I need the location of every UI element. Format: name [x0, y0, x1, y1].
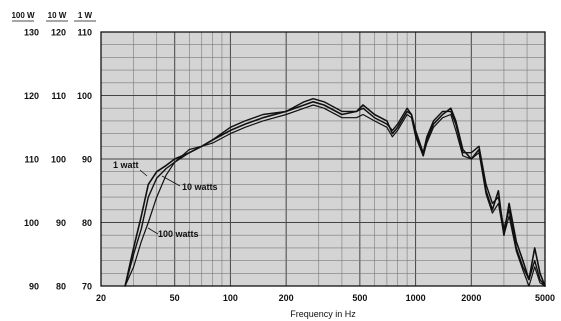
- x-tick-label: 200: [279, 293, 294, 303]
- y-tick-label: 70: [82, 282, 92, 292]
- y-tick-label: 80: [56, 282, 66, 292]
- y-tick-label: 90: [82, 155, 92, 165]
- grid: [101, 32, 545, 286]
- series-group: [124, 97, 546, 287]
- y-tick-label: 110: [51, 91, 66, 101]
- x-tick-label: 2000: [461, 293, 481, 303]
- y-tick-label: 80: [82, 218, 92, 228]
- annotation-leader-10-watts: [161, 175, 181, 187]
- y-axis-header: 1 W: [78, 11, 93, 20]
- plot-frame: [100, 31, 546, 287]
- series-line-100-watts: [124, 104, 546, 287]
- y-tick-label: 120: [24, 91, 39, 101]
- x-tick-label: 1000: [406, 293, 426, 303]
- y-tick-label: 100: [51, 155, 66, 165]
- y-tick-label: 100: [77, 91, 92, 101]
- y-tick-label: 90: [29, 282, 39, 292]
- series-line-10-watts: [124, 97, 546, 287]
- y-axis-header: 100 W: [11, 11, 35, 20]
- y-tick-label: 130: [24, 28, 39, 38]
- y-tick-label: 110: [24, 155, 39, 165]
- x-axis-label: Frequency in Hz: [290, 309, 356, 319]
- y-axis-header: 10 W: [48, 11, 67, 20]
- x-tick-label: 500: [352, 293, 367, 303]
- y-tick-label: 90: [56, 218, 66, 228]
- y-tick-label: 110: [77, 28, 92, 38]
- annotation-leader-100-watts: [147, 227, 159, 235]
- x-tick-label: 100: [223, 293, 238, 303]
- x-axis-ticks: 20 50 100 200 500 1000 2000 5000: [96, 293, 555, 303]
- annotation-leader-1-watt: [139, 169, 148, 177]
- x-tick-label: 20: [96, 293, 106, 303]
- y-axes: 100 W 130 120 110 100 90 10 W 120 110 100 90 80 1 W 1…: [11, 11, 96, 292]
- annotation-1-watt: 1 watt: [113, 160, 139, 170]
- x-tick-label: 5000: [535, 293, 555, 303]
- y-tick-label: 120: [51, 28, 66, 38]
- annotation-10-watts: 10 watts: [182, 182, 218, 192]
- y-tick-label: 100: [24, 218, 39, 228]
- annotation-100-watts: 100 watts: [158, 229, 199, 239]
- x-tick-label: 50: [170, 293, 180, 303]
